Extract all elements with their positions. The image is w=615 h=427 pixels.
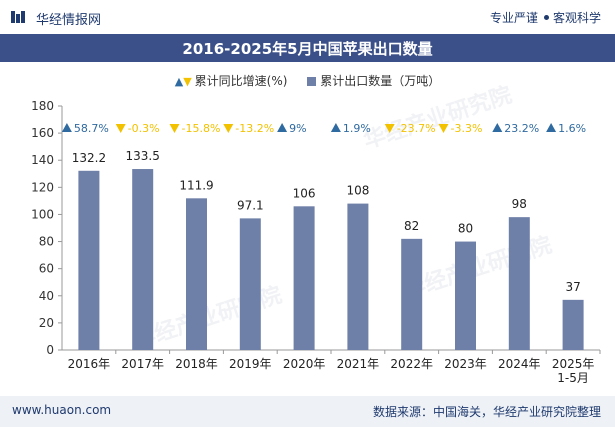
bar (293, 206, 315, 350)
bar (132, 169, 154, 350)
legend-volume: 累计出口数量（万吨） (307, 72, 440, 89)
legend-volume-label: 累计出口数量（万吨） (320, 74, 441, 88)
growth-up-icon (546, 123, 557, 132)
x-tick-label: 2022年 (390, 357, 433, 371)
bar-value-label: 97.1 (237, 198, 264, 212)
bar-chart: 0 20 40 60 80 100 120 140 160 180 132.2 2016年 58.7% 1… (31, 99, 601, 385)
bar (508, 217, 530, 350)
growth-label: -3.3% (451, 122, 483, 135)
x-tick-label: 2024年 (498, 357, 541, 371)
bar (401, 238, 423, 350)
growth-label: 1.9% (343, 122, 371, 135)
header-tags: 专业严谨 客观科学 (490, 9, 601, 26)
brand-name: 华经情报网 (36, 13, 102, 28)
growth-label: -13.2% (235, 122, 274, 135)
legend: ▲▼ 累计同比增速(%) 累计出口数量（万吨） (0, 72, 615, 89)
bar (562, 299, 584, 350)
bar-value-label: 37 (565, 280, 580, 294)
legend-growth: ▲▼ 累计同比增速(%) (175, 72, 288, 89)
legend-volume-swatch (307, 77, 317, 86)
growth-label: -23.7% (397, 122, 436, 135)
y-tick-label: 60 (39, 262, 54, 276)
bar-value-label: 82 (404, 219, 419, 233)
footer-source: 数据来源：中国海关，华经产业研究院整理 (372, 405, 601, 419)
bar (186, 198, 207, 350)
growth-up-icon (492, 123, 503, 132)
growth-up-icon (61, 123, 72, 132)
x-tick-label: 2021年 (337, 357, 380, 371)
y-tick-label: 80 (39, 235, 54, 249)
bar-value-label: 132.2 (72, 151, 106, 165)
x-tick-label: 2019年 (229, 357, 272, 371)
footer-bar (0, 396, 615, 427)
growth-up-icon (330, 123, 341, 132)
tag-left: 专业严谨 (489, 11, 538, 25)
bar-value-label: 106 (293, 186, 316, 200)
growth-label: 23.2% (504, 122, 539, 135)
x-tick-label: 2018年 (175, 357, 218, 371)
bar-value-label: 133.5 (126, 149, 160, 163)
bar-value-label: 108 (346, 184, 369, 198)
bar (347, 203, 369, 350)
growth-label: 9% (289, 122, 306, 135)
growth-label: 1.6% (558, 122, 586, 135)
y-tick-label: 160 (31, 126, 54, 140)
x-tick-label: 2020年 (283, 357, 326, 371)
bar (239, 218, 261, 350)
bar (455, 241, 476, 350)
y-tick-label: 180 (31, 99, 54, 113)
growth-down-icon (223, 124, 234, 133)
bar (78, 170, 100, 350)
bar-value-label: 98 (512, 197, 527, 211)
y-tick-label: 140 (31, 153, 54, 167)
growth-up-icon (277, 123, 288, 132)
triangle-up-icon: ▲ (174, 75, 184, 88)
growth-down-icon (438, 124, 449, 133)
y-tick-label: 0 (46, 343, 54, 357)
title-bar (0, 34, 615, 62)
growth-down-icon (115, 124, 126, 133)
triangle-down-icon: ▼ (183, 75, 192, 88)
chart-title: 2016-2025年5月中国苹果出口数量 (182, 40, 433, 58)
x-tick-label: 2023年 (444, 357, 487, 371)
separator-dot (543, 15, 549, 20)
top-bar: 华经情报网 专业严谨 客观科学 (0, 0, 615, 34)
tag-right: 客观科学 (552, 11, 601, 25)
growth-down-icon (169, 124, 180, 133)
y-tick-label: 100 (31, 207, 54, 221)
x-tick-label: 1-5月 (557, 371, 589, 385)
x-tick-label: 2025年 (552, 357, 595, 371)
x-tick-label: 2017年 (121, 357, 164, 371)
y-tick-label: 40 (39, 289, 54, 303)
growth-down-icon (384, 124, 395, 133)
bar-value-label: 111.9 (179, 178, 213, 192)
logo-icon (11, 11, 25, 23)
y-tick-label: 120 (31, 180, 54, 194)
legend-growth-label: 累计同比增速(%) (194, 74, 288, 88)
footer-website: www.huaon.com (12, 403, 112, 417)
growth-label: -15.8% (182, 122, 221, 135)
growth-label: -0.3% (128, 122, 160, 135)
bar-value-label: 80 (458, 222, 473, 236)
y-tick-label: 20 (39, 316, 54, 330)
x-tick-label: 2016年 (68, 357, 111, 371)
growth-label: 58.7% (74, 122, 109, 135)
